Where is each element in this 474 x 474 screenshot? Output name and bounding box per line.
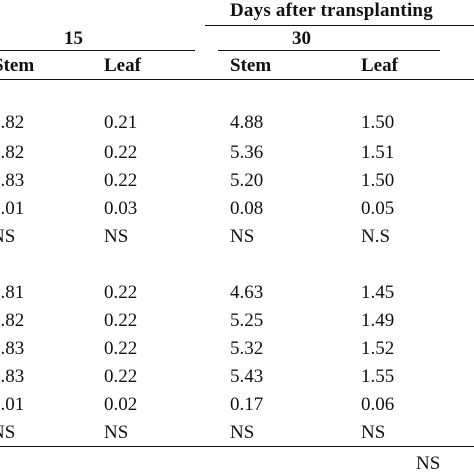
stem-15-value: 0.01 xyxy=(0,394,25,415)
stem-30-value: 5.36 xyxy=(230,142,264,163)
stem-30-value: 4.88 xyxy=(230,112,264,133)
stem-15-value: 0.01 xyxy=(0,198,25,219)
table-title: Days after transplanting xyxy=(230,0,433,21)
period-15-rule xyxy=(0,50,195,51)
leaf-15-value: 0.22 xyxy=(104,170,138,191)
leaf-30-value: 1.51 xyxy=(361,142,395,163)
leaf-30-value: 1.49 xyxy=(361,310,395,331)
stem-30-value: 0.17 xyxy=(230,394,264,415)
leaf-30-value: 0.06 xyxy=(361,394,395,415)
stem-30-value: 0.08 xyxy=(230,198,264,219)
col-leaf-30: Leaf xyxy=(361,55,398,76)
leaf-15-value: 0.02 xyxy=(104,394,138,415)
stem-30-value: NS xyxy=(230,226,255,247)
stem-15-value: 0.81 xyxy=(0,282,25,303)
col-leaf-15: Leaf xyxy=(104,55,141,76)
leaf-30-value: 0.05 xyxy=(361,198,395,219)
stem-15-value: NS xyxy=(0,422,16,443)
leaf-15-value: 0.03 xyxy=(104,198,138,219)
stem-30-value: 5.43 xyxy=(230,366,264,387)
leaf-30-value: N.S xyxy=(361,226,391,247)
leaf-30-value: 1.50 xyxy=(361,112,395,133)
period-30-header: 30 xyxy=(292,28,311,49)
period-15-header: 15 xyxy=(64,28,83,49)
stem-15-value: NS xyxy=(0,226,16,247)
leaf-30-value: 1.50 xyxy=(361,170,395,191)
leaf-30-value: NS xyxy=(361,422,386,443)
table-bottom-rule xyxy=(0,446,474,447)
leaf-15-value: 0.22 xyxy=(104,282,138,303)
leaf-30-value: 1.52 xyxy=(361,338,395,359)
col-stem-15: Stem xyxy=(0,55,35,76)
stem-15-value: 0.83 xyxy=(0,338,25,359)
leaf-15-value: NS xyxy=(104,422,129,443)
stem-15-value: 0.83 xyxy=(0,366,25,387)
stem-30-value: 4.63 xyxy=(230,282,264,303)
leaf-15-value: 0.22 xyxy=(104,310,138,331)
col-stem-30: Stem xyxy=(230,55,272,76)
title-rule xyxy=(205,25,474,26)
leaf-15-value: NS xyxy=(104,226,129,247)
leaf-15-value: 0.21 xyxy=(104,112,138,133)
leaf-15-value: 0.22 xyxy=(104,338,138,359)
stem-30-value: 5.32 xyxy=(230,338,264,359)
leaf-15-value: 0.22 xyxy=(104,366,138,387)
stem-30-value: NS xyxy=(230,422,255,443)
stem-15-value: 0.83 xyxy=(0,170,25,191)
leaf-15-value: 0.22 xyxy=(104,142,138,163)
stem-15-value: 0.82 xyxy=(0,112,25,133)
leaf-30-value: 1.55 xyxy=(361,366,395,387)
stem-15-value: 0.82 xyxy=(0,310,25,331)
period-30-rule xyxy=(218,50,440,51)
stem-30-value: 5.20 xyxy=(230,170,264,191)
leaf-30-value: 1.45 xyxy=(361,282,395,303)
footer-note: NS xyxy=(416,453,441,474)
stem-15-value: 0.82 xyxy=(0,142,25,163)
stem-30-value: 5.25 xyxy=(230,310,264,331)
header-bottom-rule xyxy=(0,79,474,80)
